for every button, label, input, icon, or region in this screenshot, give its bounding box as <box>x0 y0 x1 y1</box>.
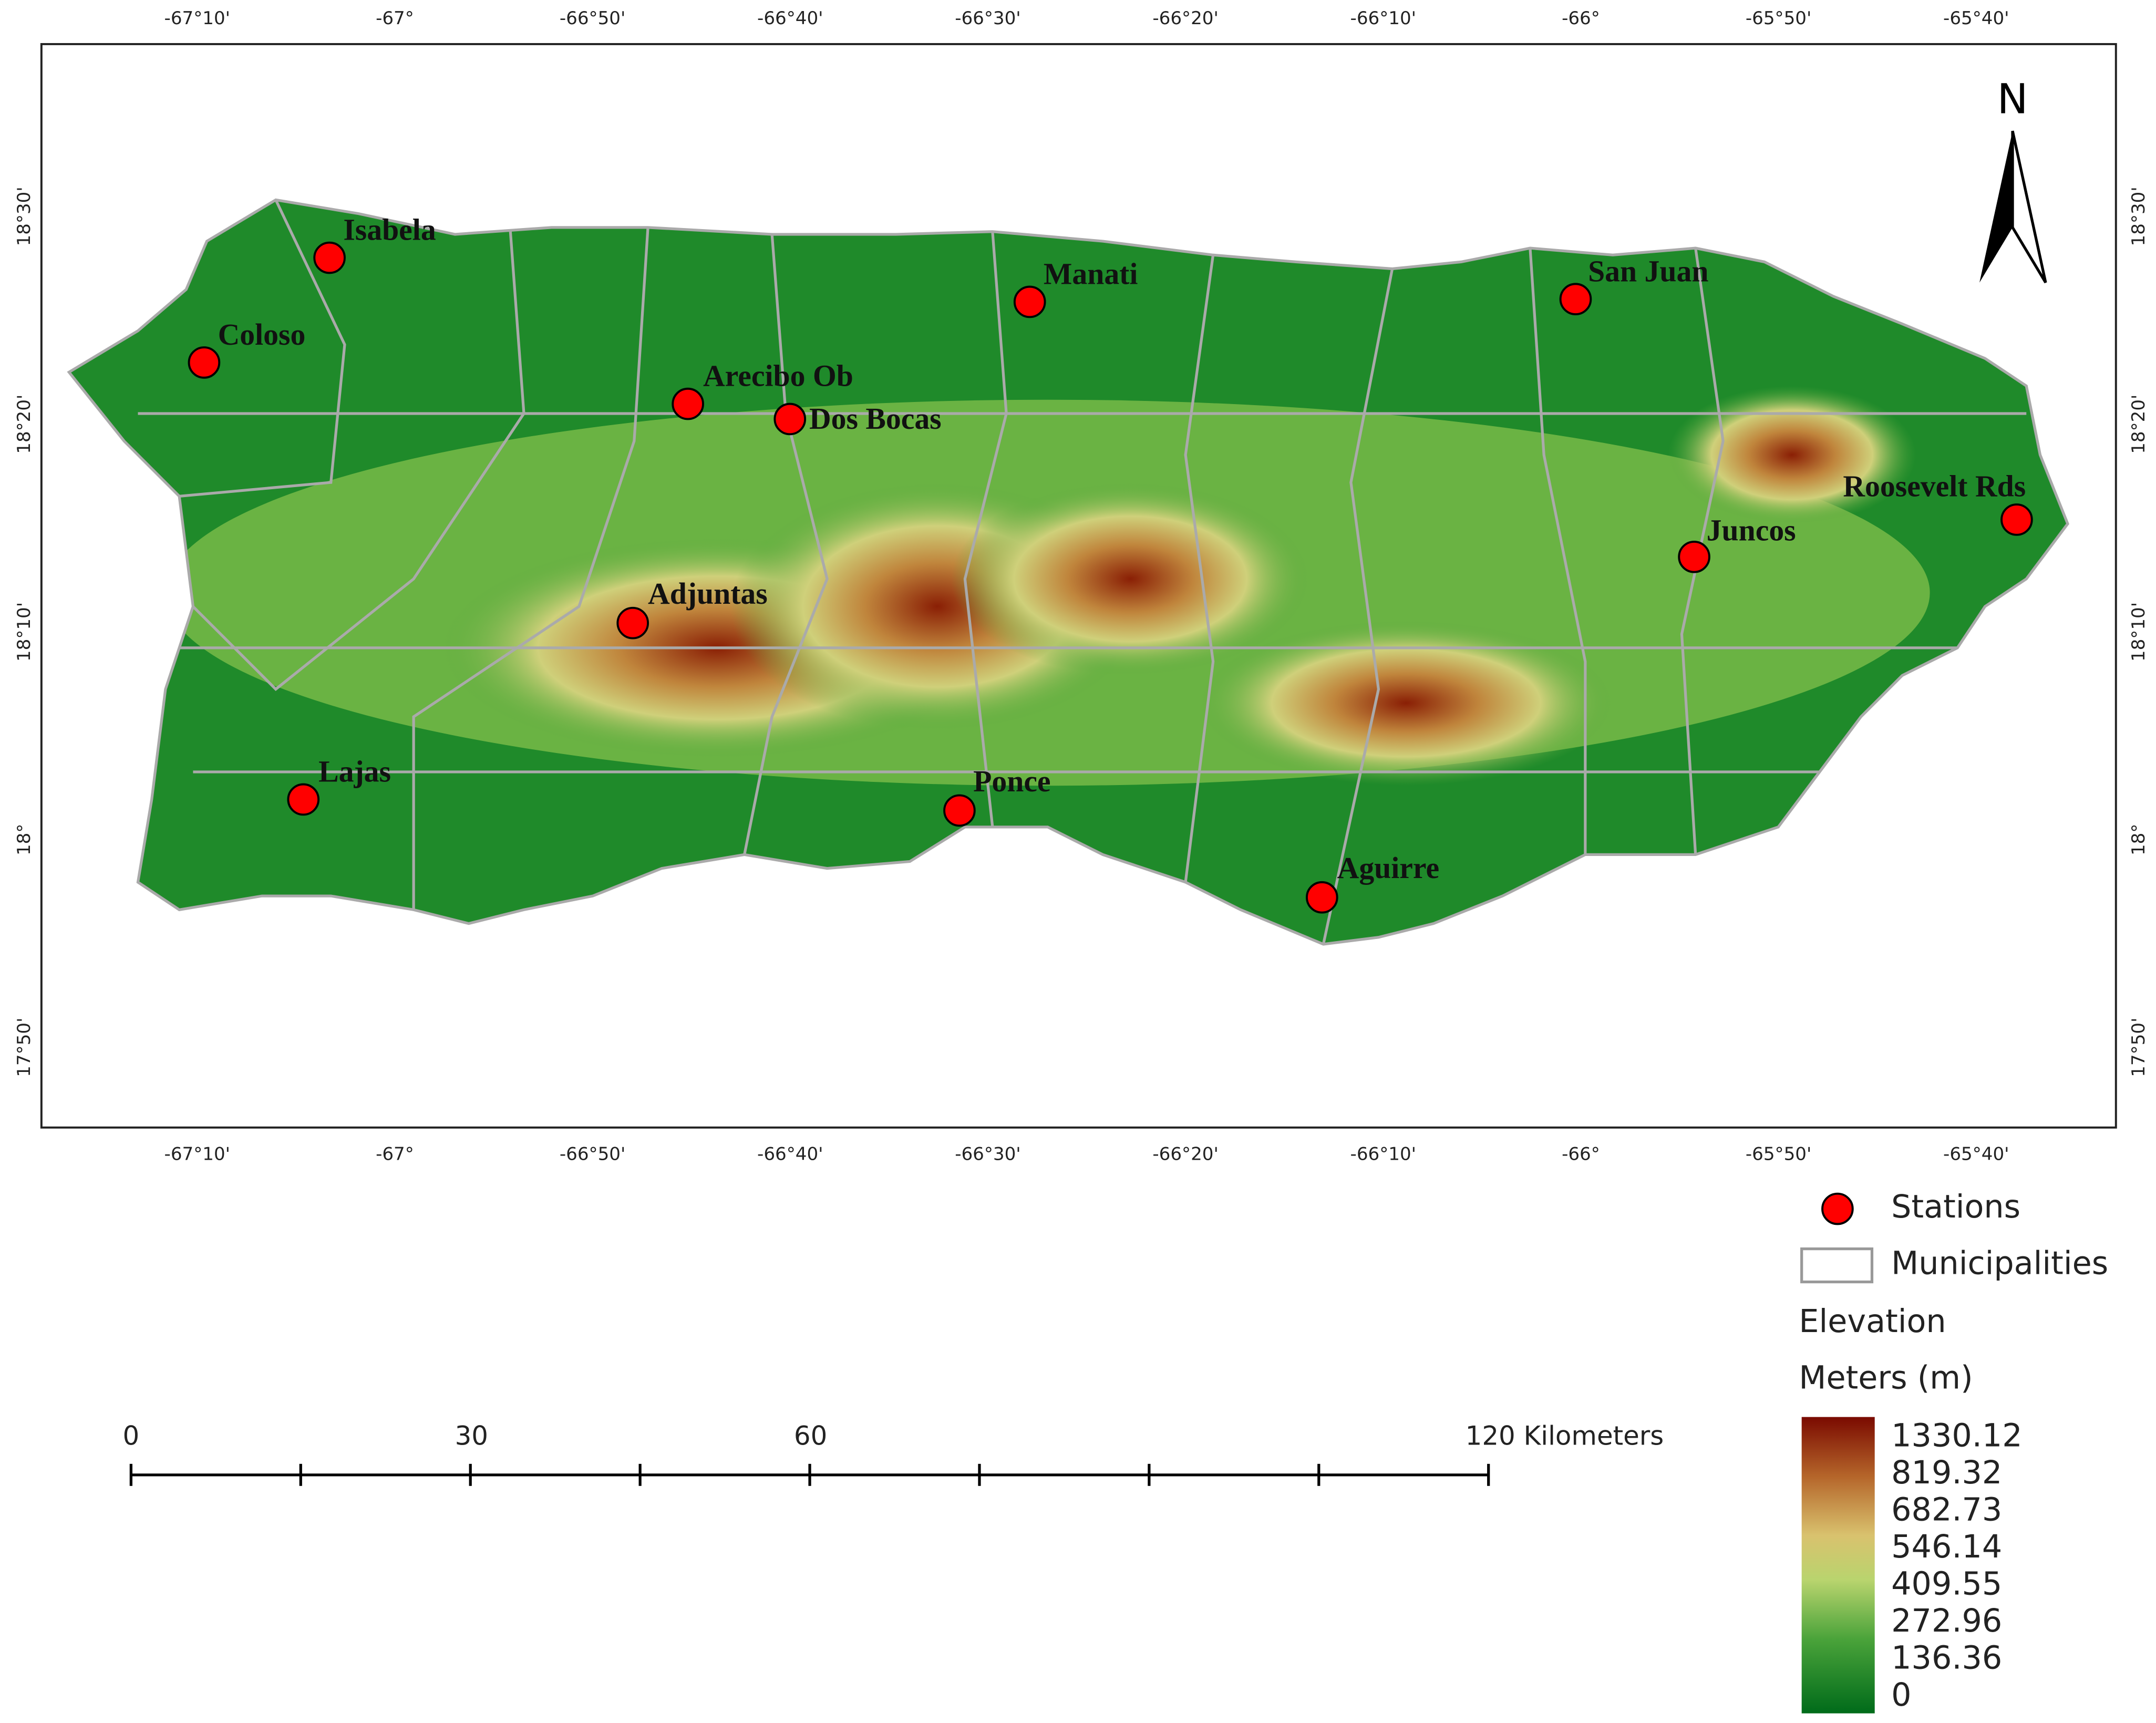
elevation-label: 272.96 <box>1891 1603 2002 1639</box>
station-label: Lajas <box>318 755 391 788</box>
longitude-tick-label: -66°40' <box>757 1144 823 1165</box>
station-label: Aguirre <box>1337 852 1439 885</box>
island <box>69 200 2068 944</box>
station-label: Isabela <box>343 214 436 247</box>
scale-bar-label: 30 <box>455 1420 488 1451</box>
elevation-ramp <box>1801 1417 1875 1714</box>
station-marker <box>773 403 807 436</box>
latitude-tick-label: 18°20' <box>2128 395 2149 454</box>
station-label: Manati <box>1044 258 1138 291</box>
station-marker <box>313 241 346 274</box>
latitude-tick-label: 17°50' <box>14 1018 35 1077</box>
elevation-label: 546.14 <box>1891 1529 2002 1565</box>
elevation-label: 819.32 <box>1891 1454 2002 1491</box>
longitude-tick-label: -66°50' <box>560 8 626 29</box>
scale-bar-label: 0 <box>123 1420 140 1451</box>
station-label: Arecibo Ob <box>703 360 853 393</box>
station-label: San Juan <box>1588 255 1708 288</box>
scale-bar-label: 120 Kilometers <box>1466 1420 1664 1451</box>
longitude-tick-label: -67°10' <box>164 1144 231 1165</box>
longitude-tick-label: -66°20' <box>1152 8 1219 29</box>
latitude-tick-label: 18° <box>14 824 35 855</box>
longitude-tick-label: -66°30' <box>955 8 1021 29</box>
longitude-tick-label: -66° <box>1562 8 1600 29</box>
elevation-label: 0 <box>1891 1677 1911 1714</box>
longitude-tick-label: -67°10' <box>164 8 231 29</box>
station-marker <box>943 794 976 827</box>
cordillera <box>951 482 1310 676</box>
elevation-label: 1330.12 <box>1891 1418 2022 1454</box>
north-arrow-right <box>2011 130 2047 284</box>
station-marker <box>1013 285 1046 318</box>
longitude-tick-label: -66°10' <box>1350 8 1417 29</box>
longitude-tick-label: -66°50' <box>560 1144 626 1165</box>
station-marker <box>1305 881 1338 914</box>
station-label: Dos Bocas <box>809 403 942 436</box>
longitude-tick-label: -65°40' <box>1943 8 2009 29</box>
station-label: Ponce <box>973 765 1050 798</box>
longitude-tick-label: -66° <box>1562 1144 1600 1165</box>
station-marker <box>616 606 649 639</box>
longitude-tick-label: -66°10' <box>1350 1144 1417 1165</box>
longitude-tick-label: -66°20' <box>1152 1144 1219 1165</box>
legend-municipalities: Municipalities <box>1891 1245 2108 1282</box>
longitude-tick-label: -65°50' <box>1746 1144 1811 1165</box>
station-label: Juncos <box>1707 514 1796 547</box>
station-marker <box>287 783 320 816</box>
latitude-tick-label: 18°30' <box>14 187 35 246</box>
longitude-tick-label: -67° <box>376 8 414 29</box>
longitude-tick-label: -67° <box>376 1144 414 1165</box>
municipality-borders <box>138 200 2027 944</box>
longitude-tick-label: -66°30' <box>955 1144 1021 1165</box>
north-label: N <box>1997 75 2028 123</box>
station-marker <box>1678 540 1710 573</box>
el-yunque <box>1668 386 1916 524</box>
station-marker <box>1559 283 1592 316</box>
legend-stations: Stations <box>1891 1189 2020 1225</box>
cordillera <box>1199 620 1613 786</box>
station-label: Adjuntas <box>648 577 768 611</box>
scale-bar-label: 60 <box>794 1420 827 1451</box>
legend-station-symbol <box>1821 1192 1854 1225</box>
elevation-label: 682.73 <box>1891 1491 2002 1528</box>
latitude-tick-label: 18° <box>2128 824 2149 855</box>
station-label: Coloso <box>218 318 306 352</box>
station-marker <box>2000 503 2033 536</box>
legend-municipality-symbol <box>1800 1247 1874 1284</box>
longitude-tick-label: -66°40' <box>757 8 823 29</box>
latitude-tick-label: 17°50' <box>2128 1018 2149 1077</box>
north-arrow: N <box>1979 75 2047 284</box>
station-marker <box>188 346 221 379</box>
station-marker <box>672 387 704 420</box>
elevation-label: 409.55 <box>1891 1565 2002 1602</box>
latitude-tick-label: 18°20' <box>14 395 35 454</box>
legend-elevation-unit: Meters (m) <box>1799 1359 1973 1396</box>
elevation-label: 136.36 <box>1891 1639 2002 1676</box>
latitude-tick-label: 18°10' <box>2128 602 2149 662</box>
longitude-tick-label: -65°50' <box>1746 8 1811 29</box>
latitude-tick-label: 18°10' <box>14 602 35 662</box>
legend-elevation-title: Elevation <box>1799 1303 1946 1340</box>
station-label: Roosevelt Rds <box>1843 470 2026 503</box>
longitude-tick-label: -65°40' <box>1943 1144 2009 1165</box>
latitude-tick-label: 18°30' <box>2128 187 2149 246</box>
